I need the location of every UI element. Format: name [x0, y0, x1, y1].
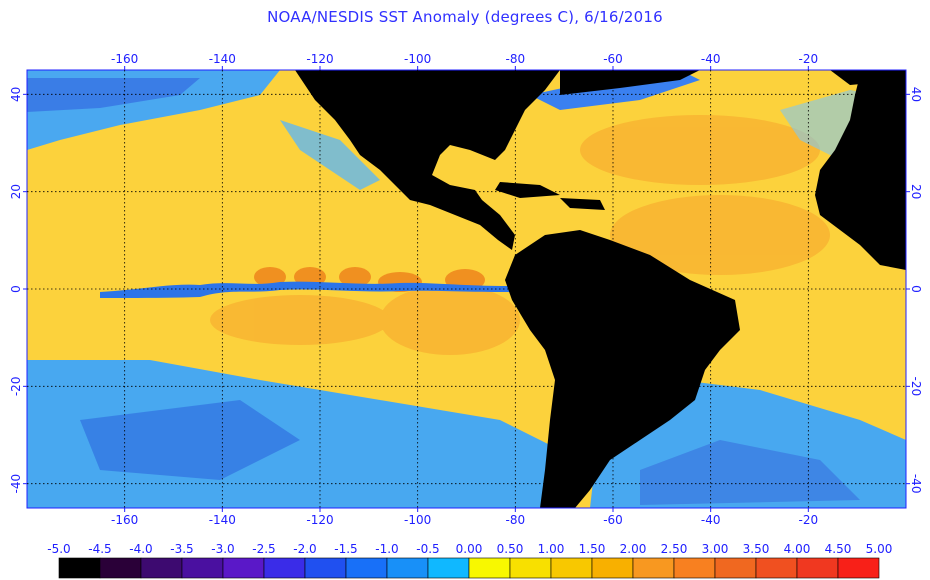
colorbar-swatch [222, 557, 265, 579]
lat-tick-label: -40 [909, 474, 923, 494]
colorbar-label: 4.50 [825, 542, 852, 556]
colorbar-label: -3.5 [170, 542, 193, 556]
longitude-labels-bottom: -160 -140 -120 -100 -80 -60 -40 -20 [111, 508, 818, 527]
colorbar-label: 2.00 [620, 542, 647, 556]
colorbar-label: -2.5 [252, 542, 275, 556]
lon-tick-label: -140 [209, 52, 236, 66]
colorbar-label: 3.00 [702, 542, 729, 556]
colorbar-swatch [591, 557, 634, 579]
lat-tick-label: 0 [9, 285, 23, 293]
lon-tick-label: -80 [506, 52, 526, 66]
colorbar-label: 1.00 [538, 542, 565, 556]
latitude-labels-right: 40 20 0 -20 -40 [906, 87, 923, 494]
lat-tick-label: -20 [909, 377, 923, 397]
colorbar-swatch [796, 557, 839, 579]
colorbar-swatch [632, 557, 675, 579]
map-title: NOAA/NESDIS SST Anomaly (degrees C), 6/1… [267, 8, 663, 26]
colorbar-label: -4.5 [88, 542, 111, 556]
colorbar-label: -5.0 [47, 542, 70, 556]
colorbar-label: -0.5 [416, 542, 439, 556]
lon-tick-label: -160 [111, 513, 138, 527]
colorbar-label: 5.00 [866, 542, 893, 556]
colorbar-labels: -5.0 -4.5 -4.0 -3.5 -3.0 -2.5 -2.0 -1.5 -1.0 -0.5… [47, 542, 892, 556]
lon-tick-label: -20 [799, 513, 819, 527]
graticule [27, 70, 906, 508]
colorbar-label: 4.00 [784, 542, 811, 556]
colorbar-swatch [714, 557, 757, 579]
colorbar-label: -1.0 [375, 542, 398, 556]
colorbar-label: -4.0 [129, 542, 152, 556]
colorbar-swatch [304, 557, 347, 579]
lon-tick-label: -140 [209, 513, 236, 527]
lat-tick-label: 40 [9, 87, 23, 102]
colorbar-swatch [509, 557, 552, 579]
lon-tick-label: -120 [306, 513, 333, 527]
colorbar-swatch [755, 557, 798, 579]
colorbar-swatch [468, 557, 511, 579]
colorbar-swatch [837, 557, 880, 579]
colorbar-swatch [673, 557, 716, 579]
colorbar-swatch [58, 557, 101, 579]
colorbar-swatch [140, 557, 183, 579]
colorbar-swatch [427, 557, 470, 579]
colorbar-label: -2.0 [293, 542, 316, 556]
colorbar-swatch [550, 557, 593, 579]
lat-tick-label: -40 [9, 474, 23, 494]
colorbar [58, 557, 880, 579]
lon-tick-label: -40 [701, 513, 721, 527]
lon-tick-label: -160 [111, 52, 138, 66]
colorbar-label: 0.00 [456, 542, 483, 556]
colorbar-label: 0.50 [497, 542, 524, 556]
latitude-labels-left: 40 20 0 -20 -40 [9, 87, 27, 494]
colorbar-label: -1.5 [334, 542, 357, 556]
lat-tick-label: -20 [9, 377, 23, 397]
lat-tick-label: 20 [9, 184, 23, 199]
lat-tick-label: 20 [909, 184, 923, 199]
lon-tick-label: -80 [506, 513, 526, 527]
lat-tick-label: 40 [909, 87, 923, 102]
lon-tick-label: -100 [404, 52, 431, 66]
colorbar-swatch [386, 557, 429, 579]
lon-tick-label: -60 [603, 52, 623, 66]
colorbar-swatch [263, 557, 306, 579]
colorbar-label: 1.50 [579, 542, 606, 556]
colorbar-swatch [181, 557, 224, 579]
colorbar-label: 3.50 [743, 542, 770, 556]
lat-tick-label: 0 [909, 285, 923, 293]
colorbar-label: -3.0 [211, 542, 234, 556]
colorbar-swatch [99, 557, 142, 579]
lon-tick-label: -100 [404, 513, 431, 527]
lon-tick-label: -20 [799, 52, 819, 66]
land-masses [295, 70, 906, 508]
colorbar-swatch [345, 557, 388, 579]
lon-tick-label: -120 [306, 52, 333, 66]
lon-tick-label: -40 [701, 52, 721, 66]
lon-tick-label: -60 [603, 513, 623, 527]
longitude-labels-top: -160 -140 -120 -100 -80 -60 -40 -20 [111, 52, 818, 70]
colorbar-label: 2.50 [661, 542, 688, 556]
